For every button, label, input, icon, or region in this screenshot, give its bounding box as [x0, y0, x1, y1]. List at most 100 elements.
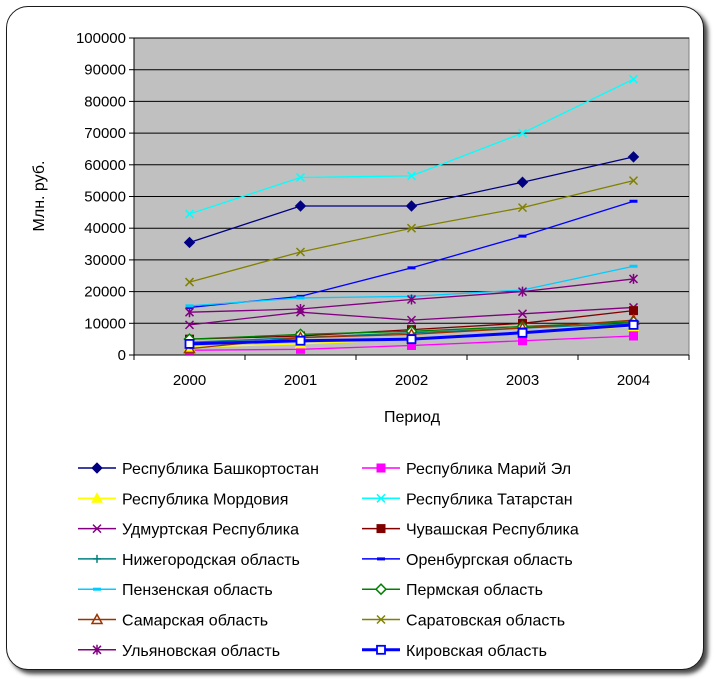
x-tick-label: 2000: [173, 372, 206, 389]
legend-label: Республика Марий Эл: [406, 461, 571, 478]
x-tick-label: 2003: [506, 372, 539, 389]
legend-marker: [376, 524, 386, 534]
legend-marker: [376, 614, 386, 625]
data-point: [406, 315, 417, 325]
data-point: [294, 200, 307, 212]
legend-item: Ульяновская область: [78, 643, 280, 660]
legend-label: Ульяновская область: [122, 643, 280, 660]
legend-label: Чувашская Республика: [406, 522, 579, 539]
data-point: [406, 334, 417, 345]
series-2: [185, 331, 638, 355]
data-point: [628, 74, 639, 84]
legend-label: Пензенская область: [122, 582, 273, 599]
x-tick-label: 2001: [284, 372, 317, 389]
legend-item: Республика Мордовия: [78, 491, 288, 508]
data-point: [517, 128, 528, 138]
legend-item: Республика Башкортостан: [78, 461, 319, 478]
legend-item: Нижегородская область: [78, 552, 300, 569]
data-point: [406, 171, 417, 181]
legend-label: Самарская область: [122, 613, 268, 630]
data-point: [627, 151, 640, 163]
legend-label: Саратовская область: [406, 613, 565, 630]
legend-label: Оренбургская область: [406, 552, 573, 569]
legend-marker: [92, 644, 102, 655]
legend-item: Удмуртская Республика: [78, 522, 299, 539]
legend-label: Кировская область: [406, 643, 547, 660]
legend-label: Пермская область: [406, 582, 543, 599]
data-point: [517, 309, 528, 319]
data-point: [295, 304, 306, 315]
legend-marker: [92, 524, 102, 534]
legend-marker: [91, 492, 103, 503]
y-tick-label: 0: [118, 347, 126, 364]
legend-marker: [376, 493, 386, 503]
data-point: [406, 223, 417, 233]
legend-item: Чувашская Республика: [362, 522, 579, 539]
legend-label: Республика Башкортостан: [122, 461, 319, 478]
data-point: [405, 200, 418, 212]
series-1: [183, 151, 640, 249]
x-tick-label: 2004: [617, 372, 650, 389]
legend-item: Кировская область: [362, 643, 547, 660]
data-point: [517, 327, 528, 338]
data-point: [628, 176, 639, 186]
legend-item: Оренбургская область: [362, 552, 573, 569]
y-tick-label: 40000: [84, 220, 126, 237]
data-point: [629, 306, 638, 316]
y-tick-label: 20000: [84, 284, 126, 301]
y-tick-label: 90000: [84, 62, 126, 79]
legend-marker: [376, 463, 386, 473]
y-tick-label: 80000: [84, 93, 126, 110]
y-tick-label: 60000: [84, 157, 126, 174]
legend-marker: [93, 554, 101, 563]
data-point: [295, 247, 306, 257]
data-point: [184, 277, 195, 287]
data-point: [295, 172, 306, 183]
legend-marker: [376, 644, 386, 655]
legend-item: Пензенская область: [78, 582, 273, 599]
data-point: [184, 339, 195, 349]
x-tick-label: 2002: [395, 372, 428, 389]
legend-marker: [90, 612, 104, 625]
x-axis-title: Период: [384, 409, 441, 426]
legend-item: Пермская область: [362, 582, 543, 599]
series-12: [184, 176, 639, 287]
legend-item: Саратовская область: [362, 613, 565, 630]
y-tick-label: 100000: [76, 30, 126, 47]
y-tick-label: 10000: [84, 315, 126, 332]
data-point: [516, 176, 529, 188]
legend-label: Удмуртская Республика: [122, 522, 299, 539]
data-point: [517, 286, 528, 297]
legend-marker: [374, 583, 388, 596]
y-axis-ticks: 0 10000 20000 30000 40000 50000 60000 70000 8000…: [76, 30, 126, 364]
data-point: [517, 203, 528, 213]
legend-marker: [91, 462, 103, 474]
y-tick-label: 70000: [84, 125, 126, 142]
y-tick-label: 50000: [84, 189, 126, 206]
data-point: [518, 336, 527, 346]
data-point: [628, 319, 639, 330]
y-axis-title: Млн. руб.: [31, 161, 48, 232]
legend-item: Самарская область: [78, 613, 268, 630]
legend-item: Республика Марий Эл: [362, 461, 571, 478]
legend-label: Республика Мордовия: [122, 491, 288, 508]
data-point: [184, 209, 195, 219]
series-group: [183, 74, 640, 355]
data-point: [184, 307, 195, 318]
x-axis-ticks: 2000 2001 2002 2003 2004: [173, 372, 650, 389]
y-tick-label: 30000: [84, 252, 126, 269]
series-4: [184, 74, 639, 219]
data-point: [628, 273, 639, 284]
legend-label: Нижегородская область: [122, 552, 300, 569]
legend: Республика Башкортостан Республика Марий …: [78, 461, 579, 660]
data-point: [184, 320, 195, 330]
series-13: [184, 273, 639, 318]
data-point: [406, 294, 417, 305]
data-point: [183, 236, 196, 249]
data-point: [629, 331, 638, 341]
series-14: [184, 319, 639, 349]
legend-label: Республика Татарстан: [406, 491, 573, 508]
legend-item: Республика Татарстан: [362, 491, 573, 508]
data-point: [295, 335, 306, 346]
